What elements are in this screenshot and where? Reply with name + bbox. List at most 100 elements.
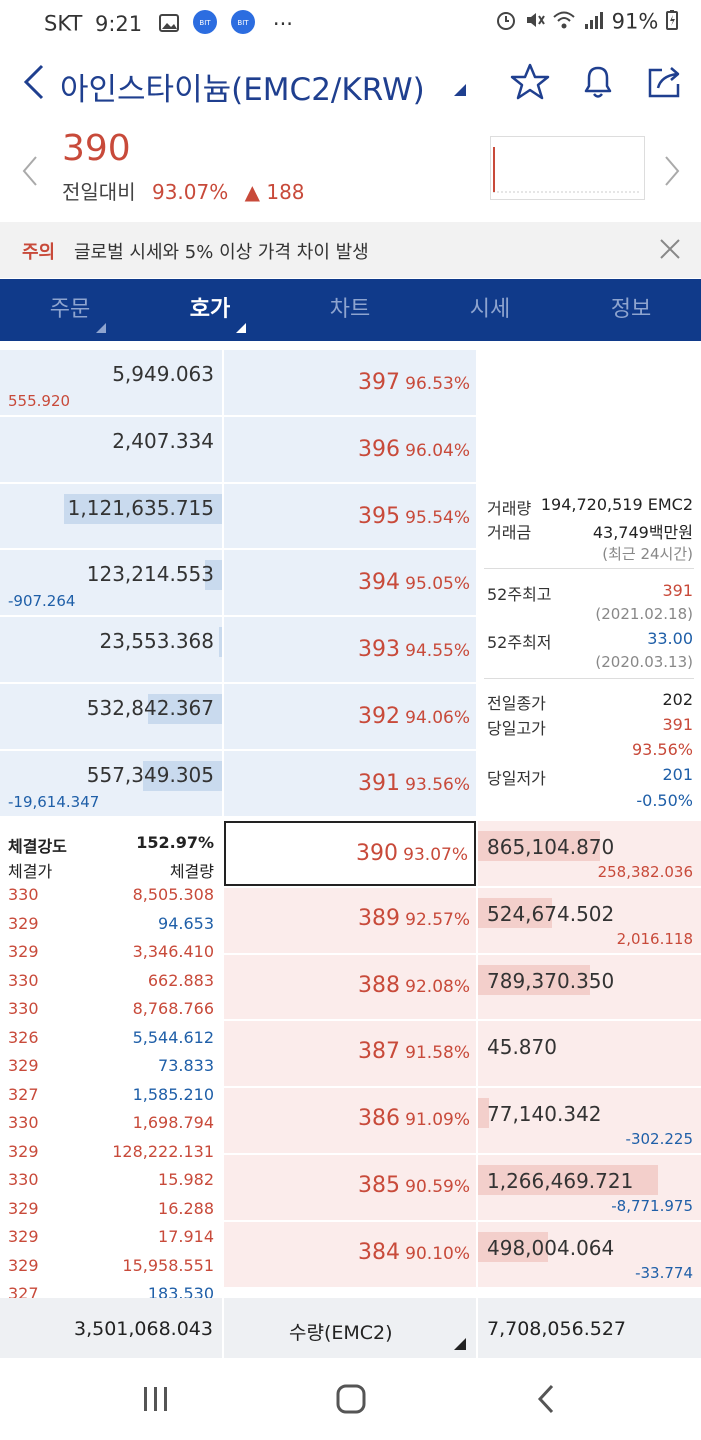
tab-info[interactable]: 정보: [561, 279, 701, 341]
system-nav-bar: [0, 1358, 701, 1440]
bid-price: 387: [358, 1039, 400, 1065]
home-icon[interactable]: [336, 1384, 366, 1418]
more-icon: ···: [272, 11, 293, 36]
divider: [476, 1298, 478, 1358]
bid-price-cell[interactable]: 386 91.09%: [224, 1088, 476, 1153]
trade-qty: 1,585.210: [132, 1084, 214, 1104]
ask-price: 392: [358, 704, 400, 729]
volume-bar: [205, 560, 222, 591]
prev-market-icon[interactable]: [20, 154, 40, 192]
volume-value: 194,720,519 EMC2: [540, 495, 693, 514]
close-icon[interactable]: [655, 234, 685, 264]
bid-price-cell[interactable]: 384 90.10%: [224, 1221, 476, 1287]
bid-percent: 92.57%: [405, 909, 470, 930]
bid-qty-cell[interactable]: 45.870: [478, 1021, 701, 1087]
divider: [484, 568, 694, 569]
bid-qty: 865,104.870: [487, 835, 615, 859]
ask-qty-cell[interactable]: 532,842.367: [0, 684, 222, 749]
bid-qty-cell[interactable]: 498,004.064 -33.774: [478, 1221, 701, 1287]
tab-chart[interactable]: 차트: [280, 279, 420, 341]
image-icon: [158, 13, 179, 37]
ask-price-cell[interactable]: 396 96.04%: [224, 416, 476, 482]
bid-qty-cell[interactable]: 865,104.870 258,382.036: [478, 821, 701, 886]
high52-value: 391: [662, 581, 693, 600]
bid-qty-cell[interactable]: 1,266,469.721 -8,771.975: [478, 1155, 701, 1220]
trade-row: 330 8,768.766: [8, 999, 214, 1027]
ask-qty: 123,214.553: [86, 562, 214, 587]
ask-price: 391: [358, 770, 400, 796]
dropdown-triangle-icon[interactable]: [452, 82, 468, 101]
warning-notice: 주의 글로벌 시세와 5% 이상 가격 차이 발생: [0, 222, 701, 278]
high52-label: 52주최고: [487, 585, 552, 604]
market-title[interactable]: 아인스타이늄(EMC2/KRW): [60, 72, 425, 108]
dropdown-corner-icon: [236, 323, 246, 333]
ask-price: 396: [358, 436, 400, 462]
next-market-icon[interactable]: [662, 154, 682, 192]
bid-price: 389: [358, 905, 400, 931]
trade-row: 329 73.833: [8, 1056, 214, 1084]
amount-value: 43,749백만원: [592, 523, 693, 542]
dropdown-corner-icon[interactable]: [453, 1336, 467, 1355]
recent-apps-icon[interactable]: [142, 1385, 170, 1417]
trade-row: 330 662.883: [8, 971, 214, 999]
bit-app-icon: BIT: [230, 9, 256, 40]
bid-percent: 91.58%: [405, 1043, 470, 1064]
ask-price-cell[interactable]: 392 94.06%: [224, 684, 476, 749]
ask-qty-cell[interactable]: 23,553.368: [0, 617, 222, 682]
trade-row: 330 15.982: [8, 1170, 214, 1198]
ask-qty-cell[interactable]: 1,121,635.715: [0, 483, 222, 549]
volume-bar: [478, 897, 552, 928]
trade-qty: 1,698.794: [132, 1113, 214, 1132]
notice-tag: 주의: [22, 242, 56, 263]
ask-qty-cell[interactable]: 2,407.334: [0, 416, 222, 482]
tab-label: 주문: [49, 297, 91, 322]
trade-qty: 15.982: [158, 1170, 214, 1189]
ask-qty-cell[interactable]: 123,214.553 -907.264: [0, 550, 222, 616]
volume-bar: [148, 694, 222, 724]
star-icon[interactable]: [510, 62, 550, 102]
back-icon[interactable]: [20, 62, 44, 102]
share-icon[interactable]: [645, 62, 685, 102]
ask-price-cell[interactable]: 397 96.53%: [224, 350, 476, 415]
ask-qty-cell[interactable]: 5,949.063 555.920: [0, 350, 222, 415]
mini-chart[interactable]: [490, 136, 645, 200]
volume-bar: [64, 493, 222, 524]
bid-price-cell[interactable]: 387 91.58%: [224, 1021, 476, 1087]
bid-qty-cell[interactable]: 789,370.350: [478, 954, 701, 1020]
bid-qty-cell[interactable]: 77,140.342 -302.225: [478, 1088, 701, 1153]
bid-qty: 789,370.350: [487, 968, 615, 993]
trade-qty: 15,958.551: [122, 1255, 214, 1275]
bid-qty: 524,674.502: [487, 901, 615, 926]
volume-bar: [478, 1231, 548, 1262]
ask-percent: 94.55%: [405, 641, 470, 662]
trade-row: 329 94.653: [8, 914, 214, 942]
trade-qty: 128,222.131: [112, 1141, 214, 1161]
ask-price-cell[interactable]: 394 95.05%: [224, 550, 476, 616]
ask-qty-cell[interactable]: 557,349.305 -19,614.347: [0, 750, 222, 816]
alarm-icon: [495, 9, 517, 36]
trade-price: 330: [8, 1113, 39, 1132]
trade-price: 330: [8, 970, 39, 990]
price-panel: 390 전일대비 93.07% ▲ 188: [0, 124, 701, 222]
tab-order[interactable]: 주문: [0, 279, 140, 341]
trade-qty: 8,768.766: [132, 999, 214, 1018]
battery-percent: 91%: [611, 9, 659, 34]
volume-bar: [478, 1165, 658, 1195]
bid-price-cell[interactable]: 390 93.07%: [224, 821, 476, 886]
back-nav-icon[interactable]: [536, 1384, 556, 1418]
volume-bar: [219, 627, 222, 658]
bid-qty-cell[interactable]: 524,674.502 2,016.118: [478, 887, 701, 953]
bid-qty: 1,266,469.721: [487, 1169, 634, 1193]
tab-orderbook[interactable]: 호가: [140, 279, 280, 341]
unit-selector[interactable]: 수량(EMC2): [289, 1322, 393, 1344]
ask-price-cell[interactable]: 393 94.55%: [224, 617, 476, 682]
trade-row: 327 183.530: [8, 1284, 214, 1298]
bid-price-cell[interactable]: 385 90.59%: [224, 1155, 476, 1220]
ask-price-cell[interactable]: 391 93.56%: [224, 750, 476, 816]
ask-price-cell[interactable]: 395 95.54%: [224, 483, 476, 549]
tab-market[interactable]: 시세: [420, 279, 560, 341]
bell-icon[interactable]: [578, 62, 618, 102]
bid-price-cell[interactable]: 388 92.08%: [224, 954, 476, 1020]
trade-qty: 73.833: [158, 1056, 214, 1075]
bid-price-cell[interactable]: 389 92.57%: [224, 887, 476, 953]
